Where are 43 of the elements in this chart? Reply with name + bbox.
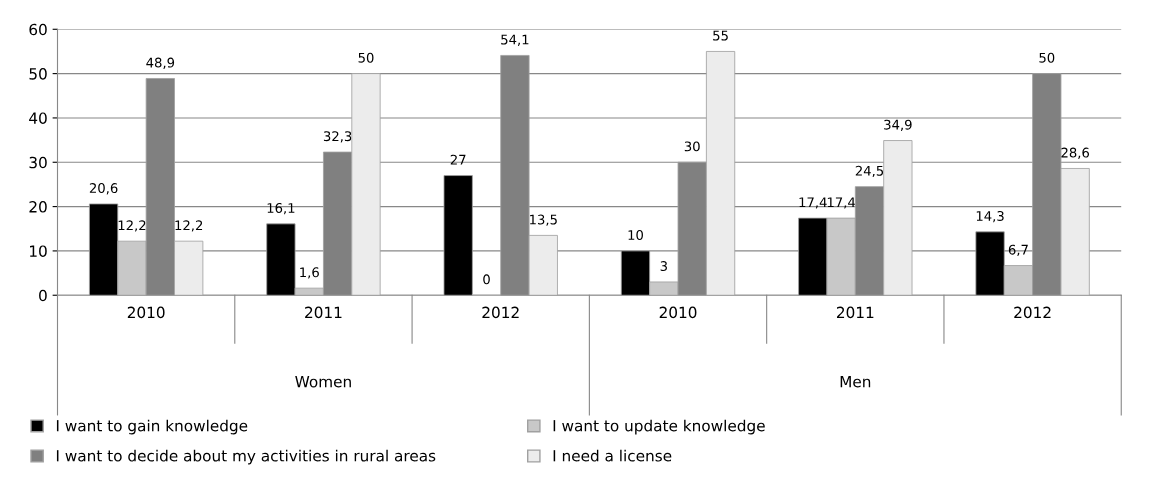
data-label: 32,3 xyxy=(323,131,352,143)
y-tick-label: 60 xyxy=(29,23,47,36)
data-label: 27 xyxy=(450,154,466,165)
data-label: 50 xyxy=(358,52,374,63)
data-label: 50 xyxy=(1039,52,1055,63)
data-label: 12,2 xyxy=(175,220,203,232)
data-label: 3 xyxy=(660,261,667,272)
data-label: 55 xyxy=(713,30,728,41)
data-label: 34,9 xyxy=(884,119,912,131)
x-tick-label: 2010 xyxy=(659,306,697,319)
data-label: 13,5 xyxy=(530,214,557,226)
data-label: 16,1 xyxy=(267,203,295,215)
data-label: 12,2 xyxy=(118,220,146,232)
data-label: 14,3 xyxy=(976,210,1004,223)
y-tick-label: 30 xyxy=(29,156,47,169)
y-tick-label: 20 xyxy=(29,201,47,213)
x-tick-label: 2011 xyxy=(305,306,342,319)
data-label: 17,4 xyxy=(799,197,827,209)
x-tick-label: 2012 xyxy=(1014,306,1051,319)
y-tick-label: 10 xyxy=(30,245,47,257)
y-tick-label: 0 xyxy=(39,289,47,302)
data-label: 28,6 xyxy=(1061,147,1090,159)
legend-label: I need a license xyxy=(553,449,672,462)
x-tick-label: 2010 xyxy=(127,306,165,319)
data-label: 54,1 xyxy=(501,34,529,46)
legend-label: I want to gain knowledge xyxy=(56,419,248,435)
legend-label: I want to update knowledge xyxy=(553,419,765,435)
x-tick-label: 2012 xyxy=(482,306,519,319)
text: Men xyxy=(840,376,871,388)
data-label: 17,4 xyxy=(827,197,856,209)
data-label: 30 xyxy=(684,141,700,152)
legend-label: I want to decide about my activities in rural areas xyxy=(56,449,436,465)
data-label: 6,7 xyxy=(1008,244,1028,256)
y-tick-label: 40 xyxy=(29,112,47,124)
x-tick-label: 2011 xyxy=(836,306,874,319)
data-label: 24,5 xyxy=(855,165,884,178)
data-label: 20,6 xyxy=(89,183,118,195)
data-label: 10 xyxy=(628,230,643,241)
data-label: 0 xyxy=(483,274,490,285)
data-label: 1,6 xyxy=(300,267,319,279)
y-tick-label: 50 xyxy=(29,68,47,80)
data-label: 48,9 xyxy=(146,57,175,69)
text: Women xyxy=(295,376,351,388)
